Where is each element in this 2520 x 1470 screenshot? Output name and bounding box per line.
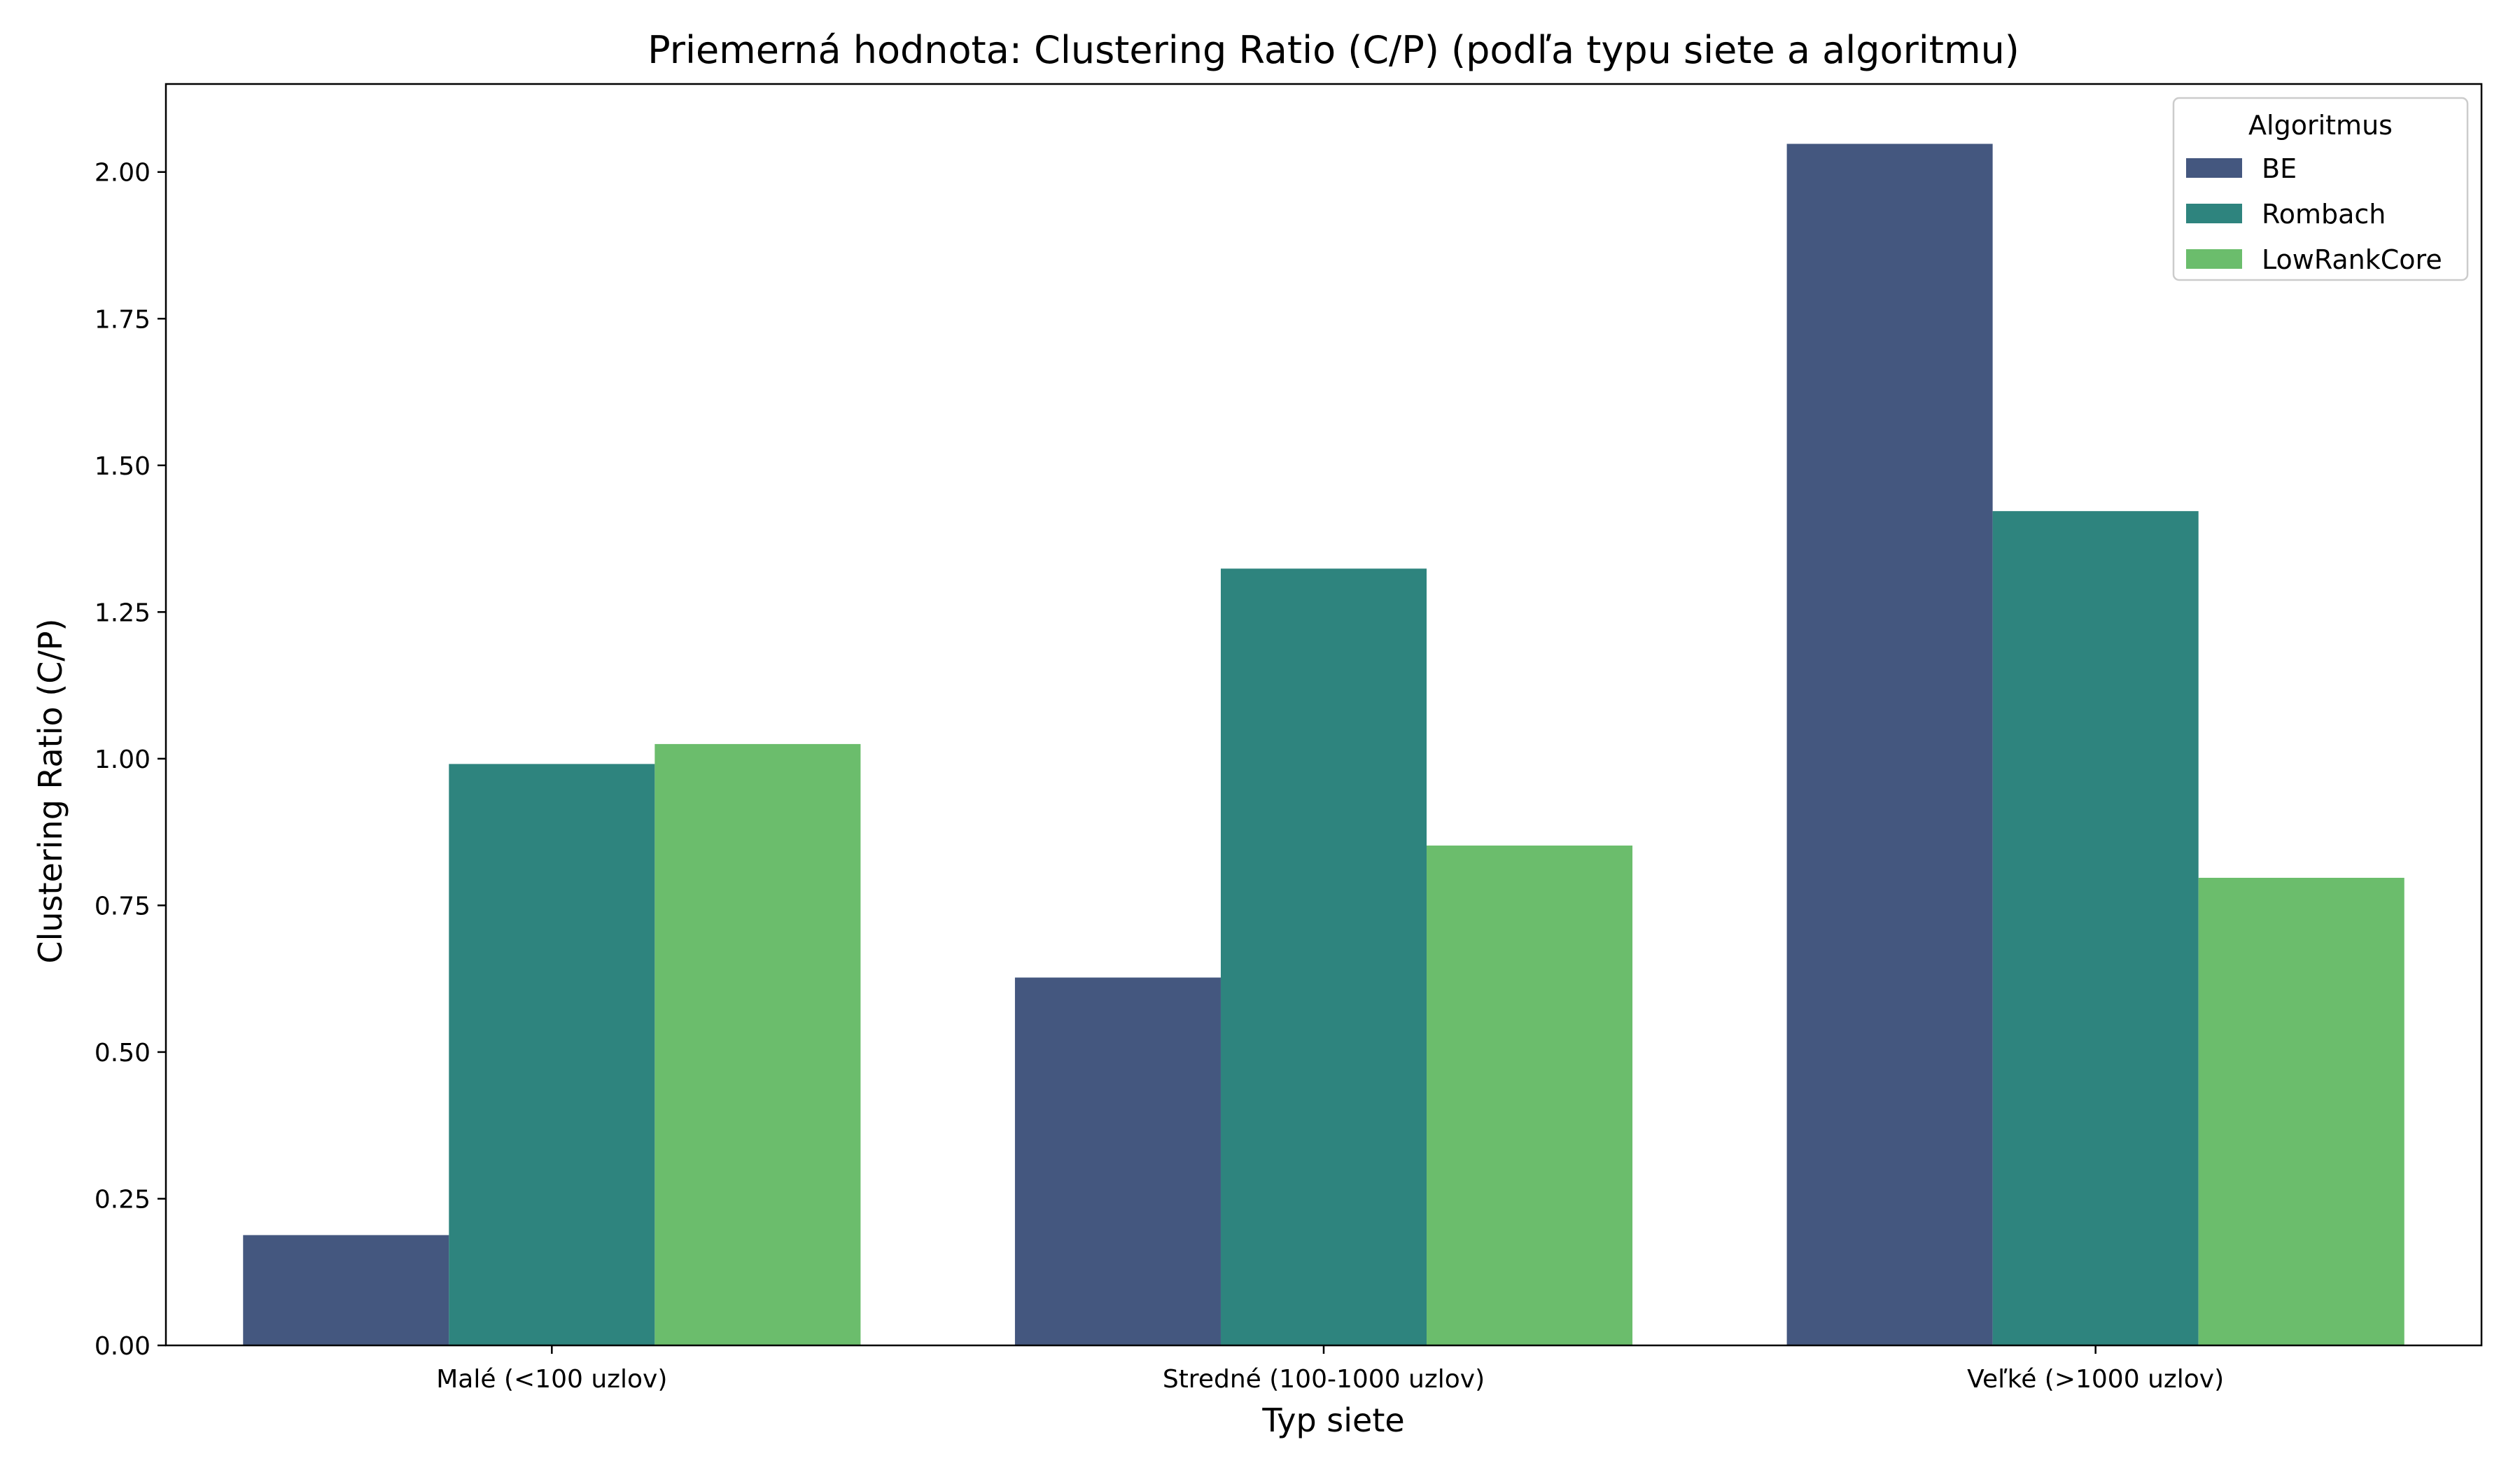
bar-lowrankcore-0 [654, 743, 861, 1345]
bar-rombach-2 [1992, 511, 2199, 1346]
y-tick-label: 0.25 [94, 1185, 150, 1214]
y-tick-label: 1.25 [94, 598, 150, 627]
plot-area [164, 83, 2483, 1347]
y-axis-label: Clustering Ratio (C/P) [31, 619, 69, 964]
legend-swatch-rombach [2186, 204, 2242, 223]
legend-swatch-be [2186, 158, 2242, 178]
bar-lowrankcore-2 [2198, 878, 2404, 1345]
y-tick-label: 0.00 [94, 1332, 150, 1361]
y-tick-label: 0.50 [94, 1039, 150, 1068]
legend-title: Algoritmus [2248, 110, 2393, 141]
bar-be-0 [243, 1235, 449, 1345]
y-tick-label: 1.00 [94, 746, 150, 774]
chart-title: Priemerná hodnota: Clustering Ratio (C/P… [648, 28, 2019, 72]
legend: Algoritmus BE Rombach LowRankCore [2172, 97, 2469, 281]
bar-be-1 [1014, 977, 1221, 1345]
y-tick-label: 0.75 [94, 892, 150, 920]
y-tick-label: 1.75 [94, 305, 150, 334]
bar-rombach-0 [449, 764, 655, 1345]
y-tick-label: 1.50 [94, 452, 150, 481]
x-axis: Malé (<100 uzlov) Stredné (100-1000 uzlov… [436, 1345, 2224, 1394]
y-axis: 0.00 0.25 0.50 0.75 1.00 1.25 1.50 1.75 2.00 [94, 159, 166, 1361]
legend-box [2172, 97, 2469, 281]
x-tick-label: Veľké (>1000 uzlov) [1967, 1365, 2224, 1394]
legend-swatch-lowrankcore [2186, 249, 2242, 269]
legend-label-lowrankcore: LowRankCore [2262, 244, 2442, 275]
bar-be-2 [1786, 144, 1993, 1346]
legend-label-be: BE [2262, 153, 2297, 184]
y-tick-label: 2.00 [94, 159, 150, 188]
bar-lowrankcore-1 [1427, 845, 1633, 1345]
x-axis-label: Typ siete [1261, 1401, 1404, 1439]
bar-rombach-1 [1220, 568, 1427, 1345]
x-tick-label: Malé (<100 uzlov) [436, 1365, 667, 1394]
x-tick-label: Stredné (100-1000 uzlov) [1163, 1365, 1485, 1394]
legend-label-rombach: Rombach [2262, 199, 2386, 230]
